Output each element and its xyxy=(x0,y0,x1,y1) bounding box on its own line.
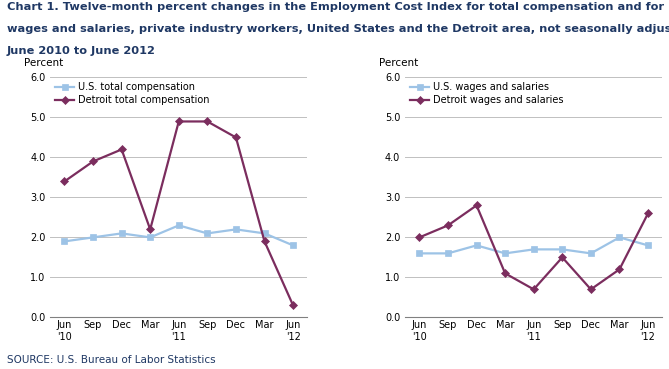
Line: Detroit wages and salaries: Detroit wages and salaries xyxy=(417,203,651,292)
Detroit total compensation xyxy=(175,119,183,124)
Detroit wages and salaries xyxy=(444,223,452,228)
U.S. wages and salaries xyxy=(644,243,652,248)
U.S. total compensation xyxy=(203,231,211,236)
Detroit total compensation xyxy=(147,227,155,232)
U.S. total compensation xyxy=(89,235,97,239)
Detroit total compensation xyxy=(118,147,126,152)
U.S. wages and salaries xyxy=(501,251,509,256)
Line: U.S. wages and salaries: U.S. wages and salaries xyxy=(417,235,651,256)
Detroit wages and salaries xyxy=(644,211,652,215)
Detroit total compensation xyxy=(232,135,240,140)
U.S. total compensation xyxy=(118,231,126,236)
Detroit wages and salaries xyxy=(501,271,509,276)
Detroit wages and salaries xyxy=(472,203,480,208)
U.S. total compensation xyxy=(289,243,297,248)
Detroit wages and salaries xyxy=(558,255,566,260)
U.S. wages and salaries xyxy=(415,251,423,256)
Detroit total compensation xyxy=(289,303,297,308)
Line: U.S. total compensation: U.S. total compensation xyxy=(62,223,296,248)
Detroit wages and salaries xyxy=(615,267,624,272)
U.S. wages and salaries xyxy=(587,251,595,256)
Detroit total compensation xyxy=(60,179,68,184)
Detroit total compensation xyxy=(203,119,211,124)
Legend: U.S. total compensation, Detroit total compensation: U.S. total compensation, Detroit total c… xyxy=(55,82,210,105)
Detroit wages and salaries xyxy=(415,235,423,239)
U.S. total compensation xyxy=(175,223,183,228)
U.S. wages and salaries xyxy=(472,243,480,248)
U.S. total compensation xyxy=(232,227,240,232)
Text: wages and salaries, private industry workers, United States and the Detroit area: wages and salaries, private industry wor… xyxy=(7,24,669,34)
Text: Percent: Percent xyxy=(379,58,419,68)
Line: Detroit total compensation: Detroit total compensation xyxy=(62,119,296,308)
Detroit total compensation xyxy=(89,159,97,164)
Detroit total compensation xyxy=(260,239,268,244)
Text: June 2010 to June 2012: June 2010 to June 2012 xyxy=(7,46,156,56)
U.S. total compensation xyxy=(60,239,68,244)
U.S. wages and salaries xyxy=(615,235,624,239)
U.S. total compensation xyxy=(260,231,268,236)
U.S. wages and salaries xyxy=(558,247,566,252)
Detroit wages and salaries xyxy=(587,287,595,292)
Legend: U.S. wages and salaries, Detroit wages and salaries: U.S. wages and salaries, Detroit wages a… xyxy=(410,82,564,105)
Text: SOURCE: U.S. Bureau of Labor Statistics: SOURCE: U.S. Bureau of Labor Statistics xyxy=(7,355,215,365)
Detroit wages and salaries xyxy=(530,287,538,292)
U.S. wages and salaries xyxy=(444,251,452,256)
Text: Chart 1. Twelve-month percent changes in the Employment Cost Index for total com: Chart 1. Twelve-month percent changes in… xyxy=(7,2,664,12)
Text: Percent: Percent xyxy=(25,58,64,68)
U.S. total compensation xyxy=(147,235,155,239)
U.S. wages and salaries xyxy=(530,247,538,252)
